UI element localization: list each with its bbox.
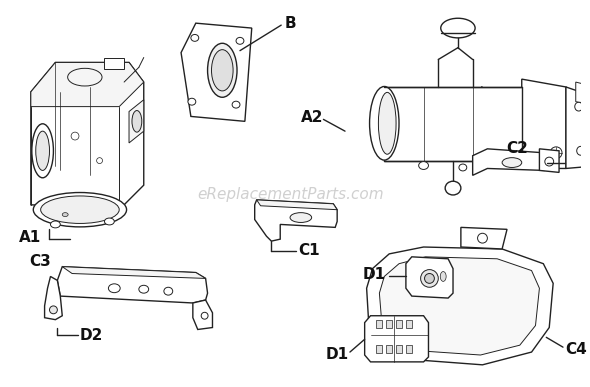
Polygon shape bbox=[406, 257, 453, 298]
Polygon shape bbox=[461, 228, 507, 249]
Ellipse shape bbox=[191, 34, 199, 41]
Ellipse shape bbox=[477, 233, 487, 243]
Bar bbox=[396, 345, 402, 353]
Ellipse shape bbox=[232, 101, 240, 108]
Text: eReplacementParts.com: eReplacementParts.com bbox=[198, 187, 384, 202]
Ellipse shape bbox=[104, 218, 114, 225]
Ellipse shape bbox=[201, 312, 208, 319]
Polygon shape bbox=[181, 23, 252, 122]
Polygon shape bbox=[45, 276, 63, 320]
Ellipse shape bbox=[63, 212, 68, 217]
Bar bbox=[376, 345, 382, 353]
Bar bbox=[396, 320, 402, 327]
Polygon shape bbox=[57, 267, 208, 303]
Ellipse shape bbox=[211, 50, 233, 91]
Ellipse shape bbox=[421, 270, 438, 287]
Text: D1: D1 bbox=[326, 346, 349, 361]
Polygon shape bbox=[63, 267, 205, 278]
Bar bbox=[386, 320, 392, 327]
Polygon shape bbox=[379, 257, 539, 355]
Polygon shape bbox=[366, 247, 553, 365]
Ellipse shape bbox=[545, 157, 553, 166]
Ellipse shape bbox=[425, 274, 434, 283]
Ellipse shape bbox=[33, 192, 127, 227]
Text: D1: D1 bbox=[363, 267, 386, 282]
Ellipse shape bbox=[188, 98, 196, 105]
Polygon shape bbox=[473, 149, 548, 175]
Ellipse shape bbox=[577, 146, 585, 155]
Ellipse shape bbox=[502, 158, 522, 168]
Polygon shape bbox=[31, 62, 144, 106]
Polygon shape bbox=[576, 82, 590, 104]
Bar bbox=[376, 320, 382, 327]
Text: C1: C1 bbox=[298, 243, 320, 259]
Text: A2: A2 bbox=[301, 110, 323, 125]
Bar bbox=[386, 345, 392, 353]
Ellipse shape bbox=[32, 124, 54, 178]
Text: D2: D2 bbox=[80, 328, 103, 343]
Ellipse shape bbox=[419, 162, 428, 170]
Ellipse shape bbox=[139, 285, 149, 293]
Polygon shape bbox=[257, 200, 337, 210]
Polygon shape bbox=[193, 300, 212, 329]
Polygon shape bbox=[31, 62, 144, 210]
Ellipse shape bbox=[290, 212, 312, 223]
Text: C3: C3 bbox=[29, 254, 51, 269]
Polygon shape bbox=[566, 87, 590, 168]
Ellipse shape bbox=[378, 92, 396, 154]
Ellipse shape bbox=[97, 158, 103, 164]
Bar bbox=[104, 58, 124, 69]
Ellipse shape bbox=[440, 272, 446, 281]
Ellipse shape bbox=[236, 38, 244, 44]
Ellipse shape bbox=[369, 86, 399, 160]
Ellipse shape bbox=[71, 132, 79, 140]
Ellipse shape bbox=[445, 181, 461, 195]
Ellipse shape bbox=[441, 18, 475, 38]
Ellipse shape bbox=[36, 131, 50, 170]
Polygon shape bbox=[129, 100, 144, 143]
Ellipse shape bbox=[109, 284, 120, 293]
Bar bbox=[406, 320, 412, 327]
Ellipse shape bbox=[575, 102, 582, 111]
Bar bbox=[406, 345, 412, 353]
Ellipse shape bbox=[164, 287, 173, 295]
Polygon shape bbox=[522, 79, 566, 168]
Ellipse shape bbox=[68, 68, 102, 86]
Text: C4: C4 bbox=[565, 342, 586, 356]
Ellipse shape bbox=[550, 147, 562, 159]
Ellipse shape bbox=[50, 306, 57, 314]
Ellipse shape bbox=[208, 43, 237, 97]
Polygon shape bbox=[255, 200, 337, 241]
Text: B: B bbox=[284, 15, 296, 31]
Ellipse shape bbox=[132, 111, 142, 132]
Bar bbox=[384, 87, 522, 161]
Text: C2: C2 bbox=[506, 141, 528, 156]
Polygon shape bbox=[539, 149, 559, 172]
Text: A1: A1 bbox=[19, 230, 41, 245]
Ellipse shape bbox=[459, 164, 467, 171]
Ellipse shape bbox=[41, 196, 119, 223]
Polygon shape bbox=[365, 316, 428, 362]
Ellipse shape bbox=[51, 221, 60, 228]
